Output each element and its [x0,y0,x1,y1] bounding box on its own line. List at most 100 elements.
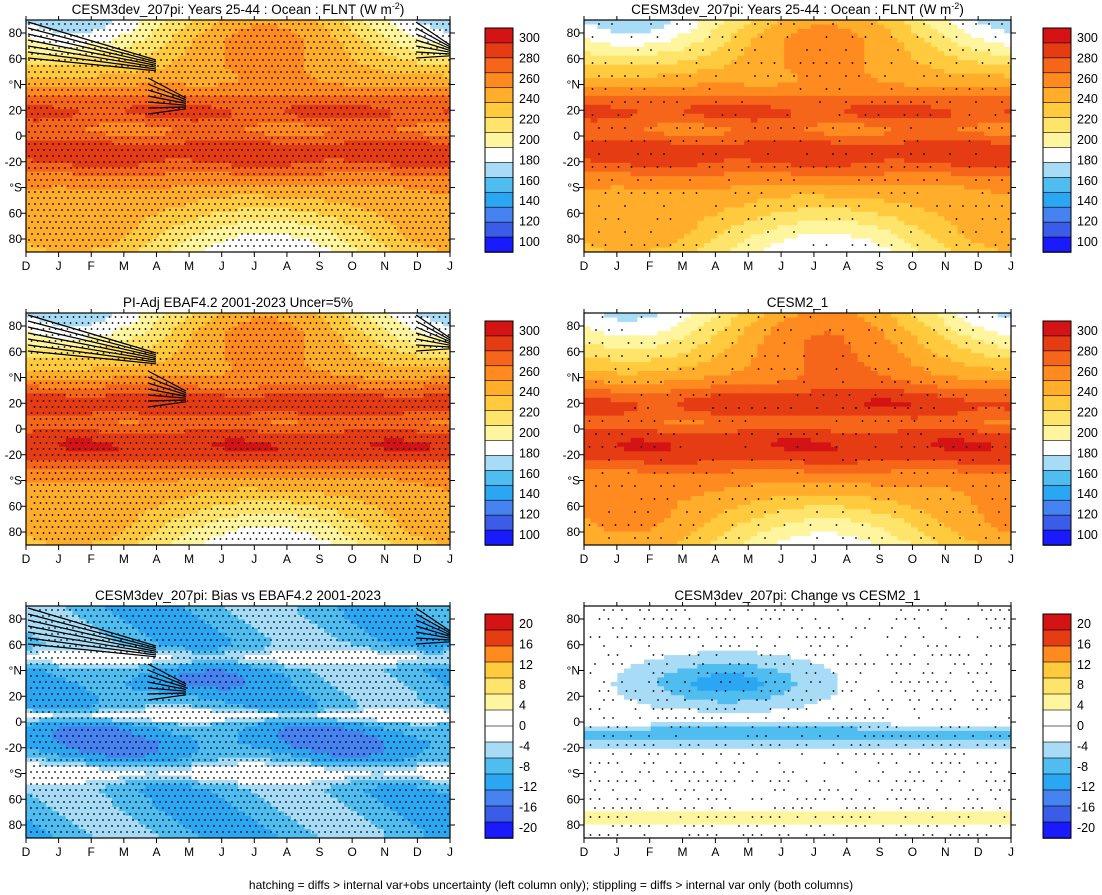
heatmap-cell [357,243,365,249]
stipple-dot [286,59,288,61]
heatmap-cell [45,33,54,39]
heatmap-cell [337,37,345,43]
heatmap-cell [324,162,332,168]
heatmap-cell [165,69,173,75]
heatmap-cell [158,46,166,52]
heatmap-cell [271,95,279,101]
stipple-dot [271,137,273,139]
stipple-dot [298,59,300,61]
heatmap-cell [436,158,444,164]
stipple-dot [304,23,306,25]
heatmap-cell [52,109,60,115]
heatmap-cell [171,113,179,119]
heatmap-cell [443,176,450,182]
heatmap-cell [416,176,425,182]
stipple-dot [97,125,99,127]
stipple-dot [262,119,264,121]
stipple-dot [136,119,138,121]
stipple-dot [343,89,345,91]
heatmap-cell [211,91,219,97]
heatmap-cell [297,162,305,168]
stipple-dot [118,119,120,121]
heatmap-cell [26,118,34,124]
heatmap-cell [151,46,160,52]
heatmap-cell [65,136,73,142]
heatmap-cell [436,118,444,124]
heatmap-cell [317,136,325,142]
heatmap-cell [39,247,47,252]
heatmap-cell [145,37,153,43]
heatmap-cell [158,24,166,30]
heatmap-cell [330,207,338,213]
heatmap-cell [26,162,34,168]
stipple-dot [208,155,210,157]
heatmap-cell [310,28,319,34]
stipple-dot [79,149,81,151]
heatmap-cell [363,109,372,115]
stipple-dot [193,161,195,163]
heatmap-cell [32,216,40,222]
heatmap-cell [191,185,199,191]
heatmap-cell [171,33,179,39]
stipple-dot [190,83,192,85]
heatmap-cell [304,176,312,182]
heatmap-cell [383,24,391,30]
heatmap-cell [65,127,73,133]
heatmap-cell [238,144,246,150]
heatmap-cell [436,247,444,252]
stipple-dot [145,137,147,139]
heatmap-cell [165,162,173,168]
heatmap-cell [211,207,219,213]
heatmap-cell [436,144,444,150]
stipple-dot [121,113,123,115]
heatmap-cell [324,86,332,92]
heatmap-cell [297,60,305,66]
stipple-dot [211,149,213,151]
stipple-dot [34,143,36,145]
stipple-dot [241,89,243,91]
heatmap-cell [132,194,140,200]
heatmap-cell [198,113,206,119]
heatmap-cell [198,234,206,240]
heatmap-cell [238,24,246,30]
heatmap-cell [59,64,67,70]
heatmap-cell [410,86,418,92]
heatmap-cell [324,144,332,150]
stipple-dot [133,137,135,139]
heatmap-cell [390,247,398,252]
heatmap-cell [238,131,246,137]
heatmap-cell [32,42,40,48]
stipple-dot [73,161,75,163]
stipple-dot [262,131,264,133]
heatmap-cell [138,158,146,164]
stipple-dot [127,89,129,91]
heatmap-cell [125,234,133,240]
heatmap-cell [443,69,450,75]
heatmap-cell [45,104,54,110]
heatmap-cell [350,194,358,200]
heatmap-cell [390,82,398,88]
stipple-dot [367,125,369,127]
heatmap-cell [337,202,345,208]
heatmap-cell [26,131,34,137]
stipple-dot [436,47,438,49]
heatmap-cell [344,55,352,61]
stipple-dot [247,137,249,139]
stipple-dot [403,53,405,55]
stipple-dot [328,119,330,121]
heatmap-cell [324,207,332,213]
heatmap-cell [191,247,199,252]
heatmap-cell [145,171,153,177]
stipple-dot [229,161,231,163]
heatmap-cell [45,158,54,164]
heatmap-cell [423,24,431,30]
heatmap-cell [171,144,179,150]
heatmap-cell [271,127,279,133]
heatmap-cell [324,211,332,217]
heatmap-cell [403,207,411,213]
stipple-dot [322,35,324,37]
heatmap-cell [277,24,285,30]
heatmap-cell [330,37,338,43]
stipple-dot [103,101,105,103]
heatmap-cell [231,229,239,235]
